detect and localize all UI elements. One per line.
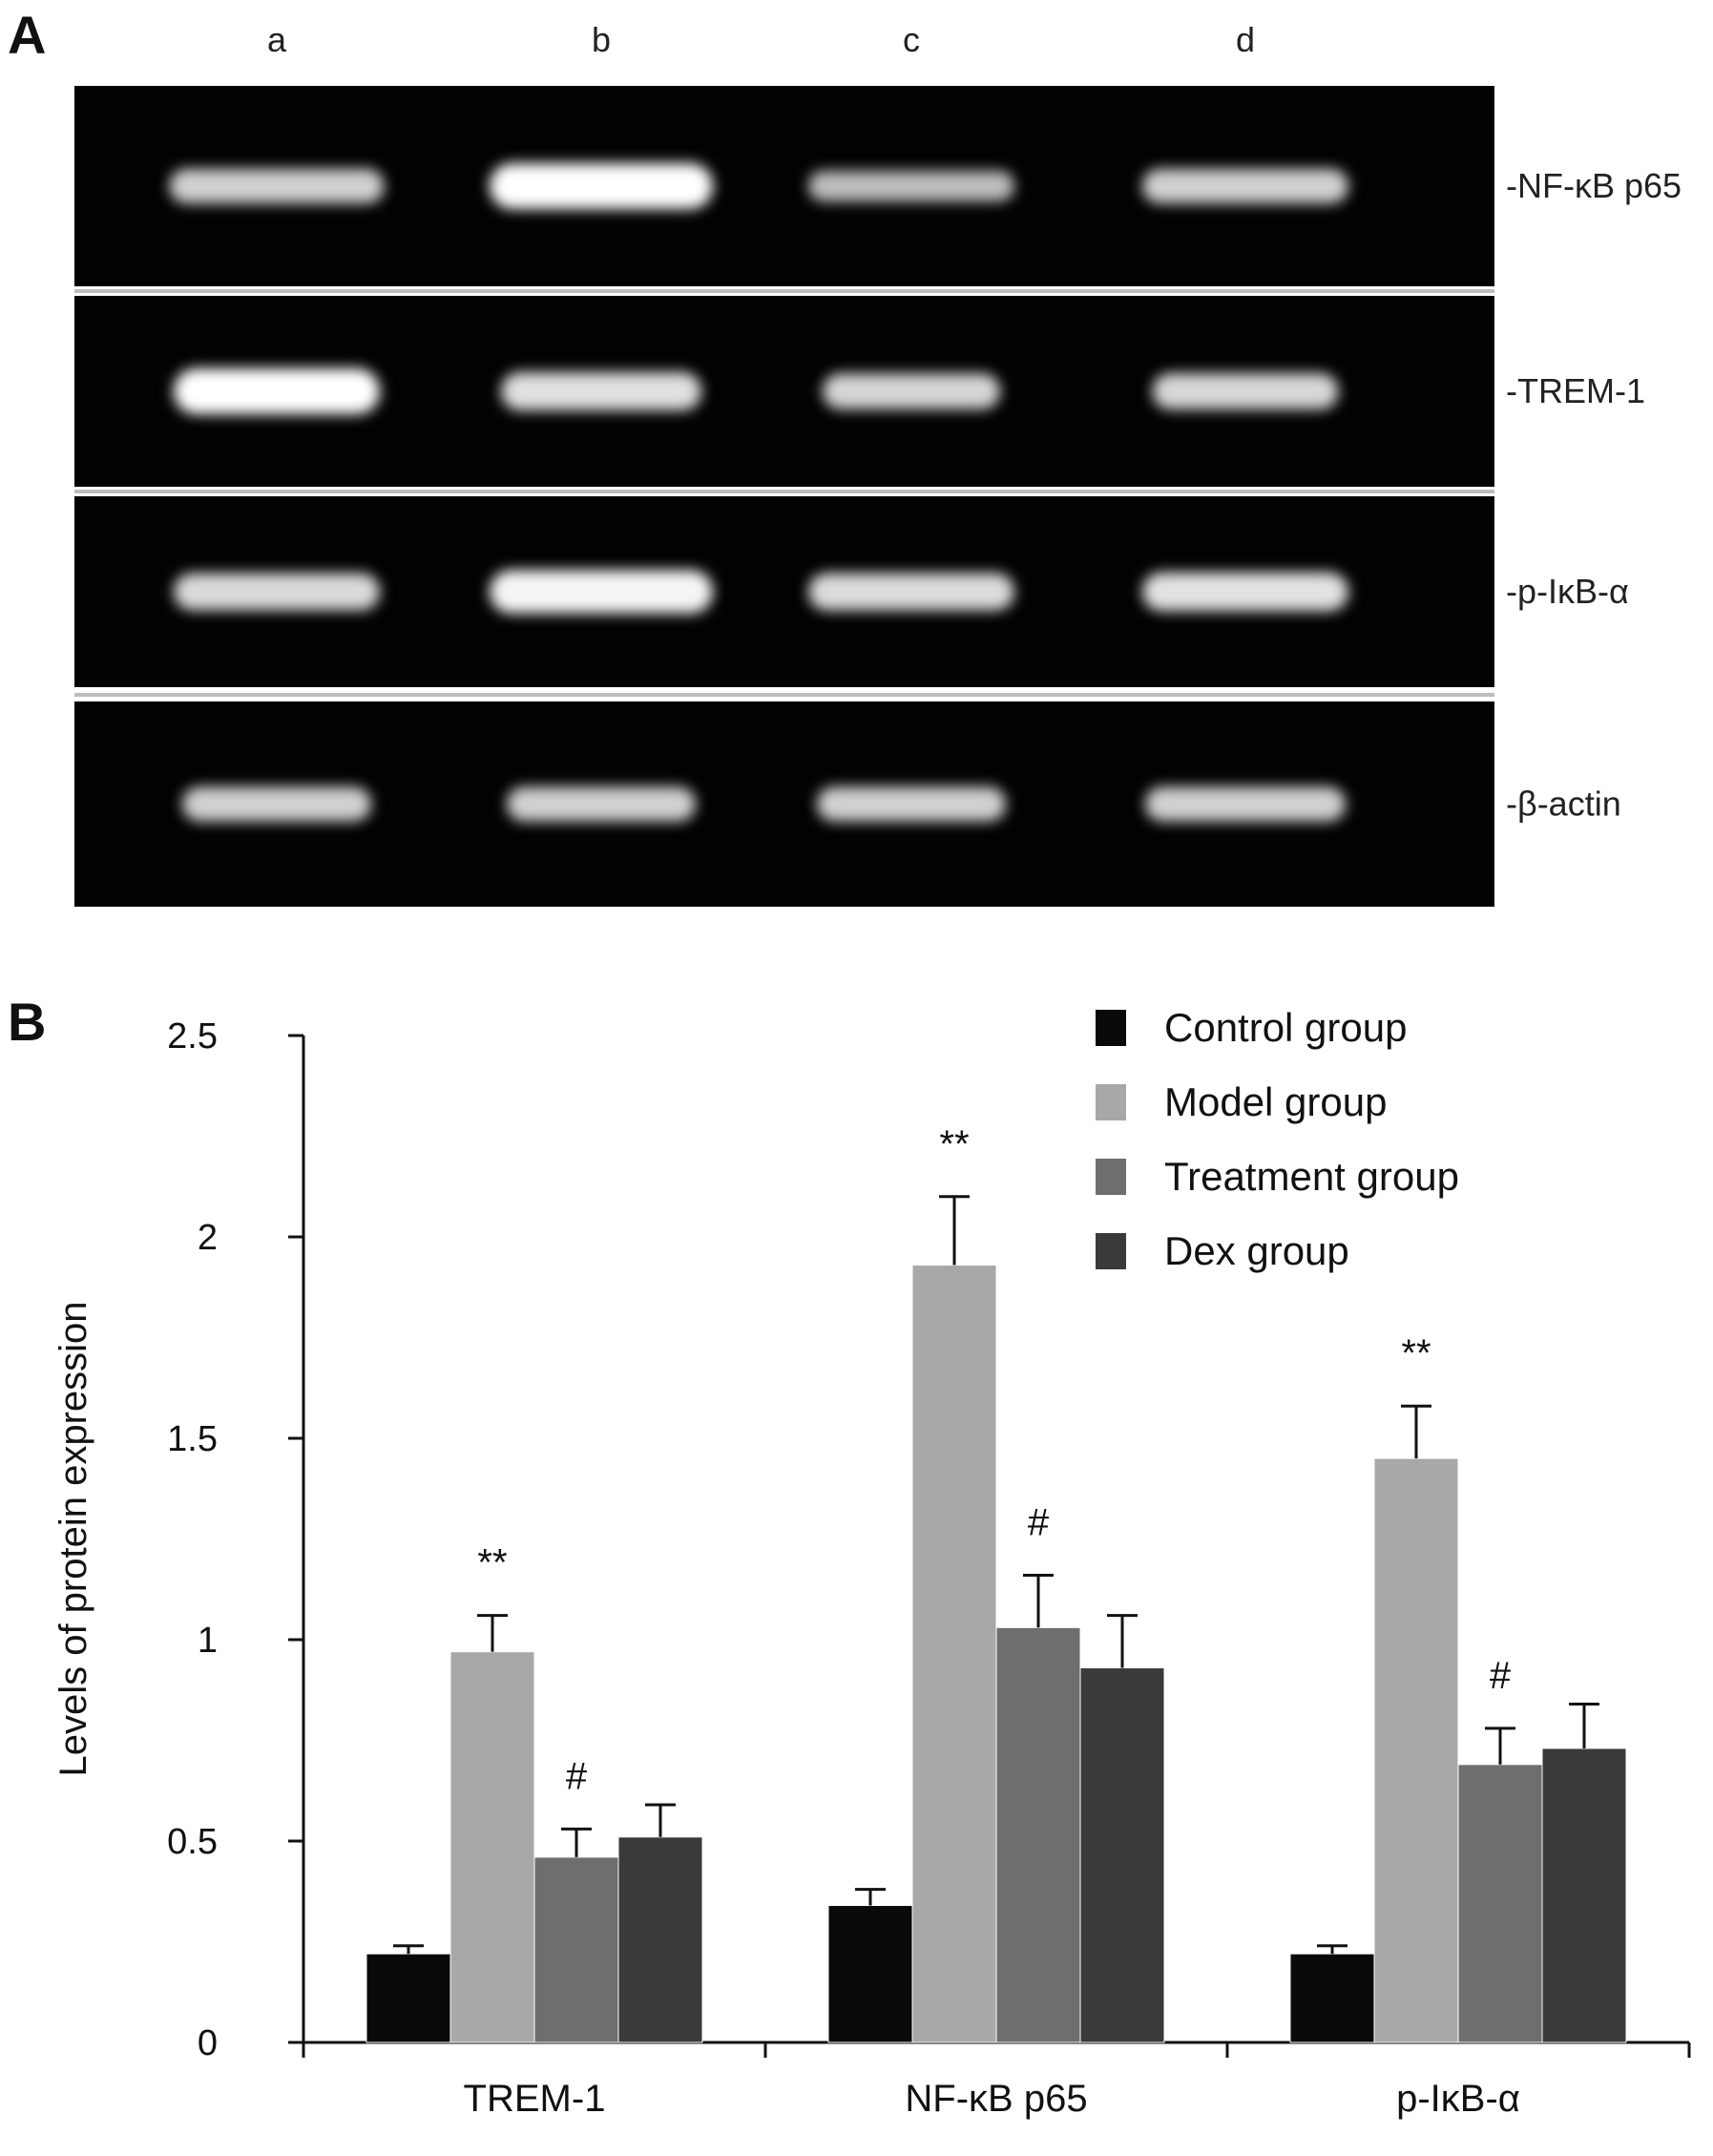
bar <box>1373 1457 1459 2043</box>
lane-labels: a b c d <box>267 20 1255 59</box>
lane-label: b <box>592 20 611 59</box>
panel-b-letter: B <box>8 992 46 1052</box>
x-category-label: TREM-1 <box>464 2078 606 2120</box>
bar <box>1541 1748 1627 2043</box>
legend-swatch <box>1096 1159 1126 1195</box>
blot-band <box>490 570 713 614</box>
lane-label: a <box>267 20 287 59</box>
blot-band <box>507 786 696 822</box>
x-category-label: p-IκB-α <box>1396 2078 1520 2120</box>
legend-label: Control group <box>1164 1005 1407 1050</box>
bar <box>449 1651 535 2043</box>
y-tick-label: 2.5 <box>167 1016 218 1057</box>
bar <box>1289 1953 1375 2043</box>
bar <box>827 1905 913 2043</box>
blot-band <box>817 786 1006 822</box>
bar-chart: 00.511.522.5 TREM-1 NF-κB p65 p-IκB-α **#*… <box>52 1005 1691 2120</box>
band-label: -p-IκB-α <box>1506 572 1629 611</box>
bar <box>366 1953 451 2043</box>
significance-label: # <box>1490 1655 1512 1697</box>
bar <box>1079 1667 1165 2043</box>
strip-divider <box>74 490 1494 493</box>
y-tick-label: 0 <box>198 2023 218 2063</box>
band-label: -β-actin <box>1506 785 1621 824</box>
blot-band <box>174 573 380 611</box>
legend-swatch <box>1096 1010 1126 1046</box>
blot-band <box>823 373 1000 409</box>
blot-band <box>490 163 713 209</box>
legend-swatch <box>1096 1084 1126 1120</box>
legend-label: Treatment group <box>1164 1154 1459 1199</box>
lane-label: c <box>903 20 920 59</box>
strip-divider <box>74 693 1494 697</box>
bar <box>911 1265 997 2043</box>
significance-label: # <box>1028 1501 1050 1543</box>
significance-annotations: ** # ** # ** # <box>477 1123 1511 1798</box>
y-axis-title: Levels of protein expression <box>52 1301 94 1776</box>
bar <box>1457 1764 1543 2043</box>
blot-band <box>182 786 371 822</box>
bars <box>366 1265 1627 2043</box>
legend-label: Dex group <box>1164 1228 1349 1273</box>
legend: Control group Model group Treatment group D… <box>1096 1005 1459 1273</box>
bar <box>995 1626 1081 2043</box>
y-tick-label: 0.5 <box>167 1822 218 1862</box>
western-blot-image <box>74 86 1494 907</box>
band-label: -TREM-1 <box>1506 371 1645 410</box>
legend-label: Model group <box>1164 1079 1387 1124</box>
error-bars <box>393 1195 1599 1955</box>
panel-a-letter: A <box>8 5 46 65</box>
significance-label: ** <box>939 1123 969 1165</box>
significance-label: ** <box>1401 1332 1431 1374</box>
y-tick-label: 2 <box>198 1218 218 1258</box>
bar <box>617 1836 703 2043</box>
significance-label: ** <box>477 1542 507 1584</box>
y-tick-label: 1 <box>198 1621 218 1661</box>
blot-band <box>174 368 380 414</box>
y-axis: 0 0.5 1 1.5 2 2.5 <box>167 1016 305 2063</box>
blot-band <box>501 371 701 411</box>
band-labels: -NF-κB p65 -TREM-1 -p-IκB-α -β-actin <box>1506 166 1682 824</box>
bar <box>533 1856 619 2043</box>
significance-label: # <box>566 1755 588 1797</box>
band-label: -NF-κB p65 <box>1506 166 1682 205</box>
lane-label: d <box>1236 20 1255 59</box>
blot-band <box>1152 372 1339 410</box>
x-category-label: NF-κB p65 <box>905 2078 1087 2120</box>
legend-swatch <box>1096 1233 1126 1269</box>
blot-band <box>169 168 385 204</box>
blot-band <box>1142 168 1348 204</box>
blot-band <box>1142 572 1348 612</box>
x-axis: TREM-1 NF-κB p65 p-IκB-α <box>302 2041 1691 2120</box>
blot-band <box>1145 786 1346 822</box>
blot-band <box>808 171 1014 201</box>
y-tick-label: 1.5 <box>167 1419 218 1459</box>
strip-divider <box>74 289 1494 293</box>
blot-band <box>808 573 1014 611</box>
